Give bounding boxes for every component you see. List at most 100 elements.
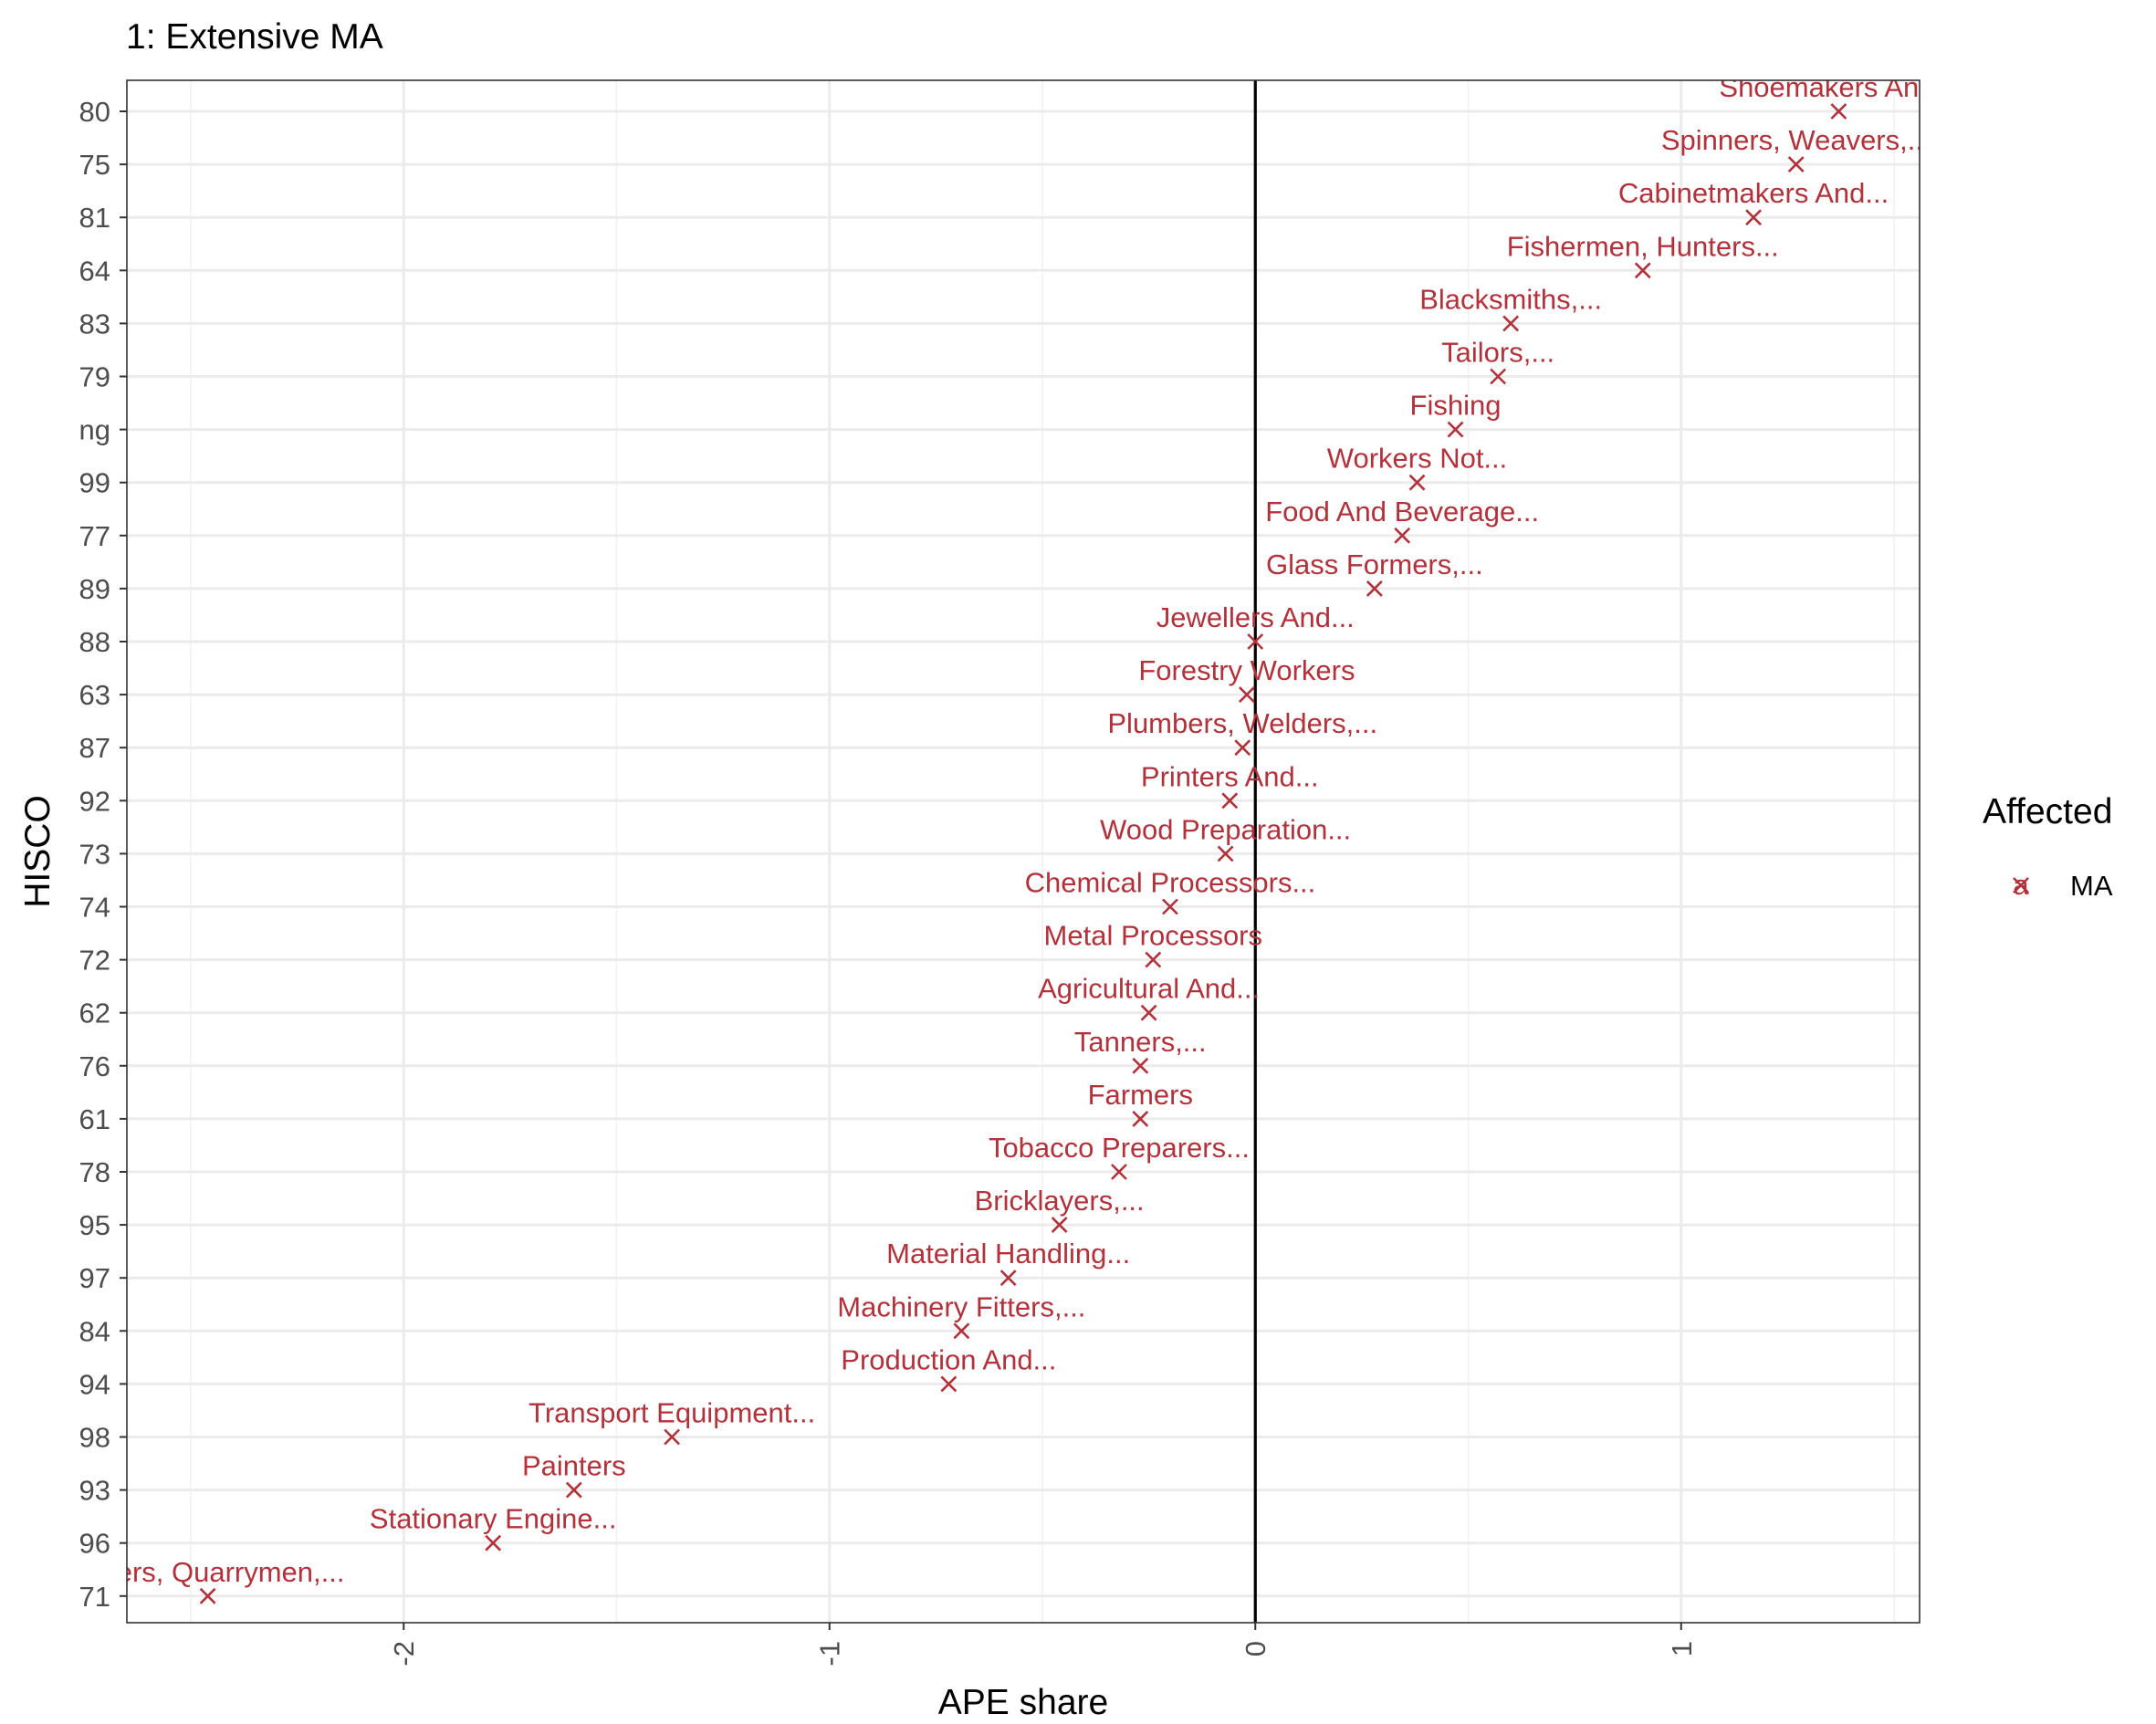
point-label: Stationary Engine... — [370, 1503, 617, 1535]
data-point — [1447, 421, 1464, 438]
x-tick-label: -1 — [814, 1641, 846, 1667]
data-point — [940, 1375, 958, 1393]
point-label: Printers And... — [1141, 760, 1319, 792]
y-tick-label: 74 — [79, 892, 110, 924]
point-label: Food And Beverage... — [1265, 496, 1539, 528]
point-label: Tanners,... — [1074, 1026, 1207, 1058]
data-point — [1132, 1110, 1149, 1127]
point-label: Tobacco Preparers... — [989, 1132, 1250, 1164]
y-tick-label: 94 — [79, 1368, 110, 1400]
y-tick-label: ng — [79, 414, 110, 446]
y-tick-label: 95 — [79, 1209, 110, 1241]
data-point — [1140, 1004, 1157, 1021]
data-point — [1634, 262, 1651, 279]
y-tick-label: 62 — [79, 998, 110, 1029]
y-tick-label: 75 — [79, 149, 110, 181]
legend-title: Affected — [1983, 792, 2112, 831]
chart-title: 1: Extensive MA — [126, 17, 383, 57]
panel-border — [126, 79, 1921, 1624]
y-tick-label: 64 — [79, 255, 110, 287]
data-point — [1234, 739, 1251, 757]
data-point — [1238, 686, 1255, 704]
point-label: Miners, Quarrymen,... — [71, 1556, 345, 1588]
point-label: Glass Formers,... — [1266, 549, 1483, 580]
point-label: Farmers — [1088, 1079, 1193, 1111]
point-label: Cabinetmakers And... — [1618, 177, 1889, 209]
point-label: Material Handling... — [886, 1238, 1130, 1269]
point-label: Fishermen, Hunters... — [1507, 230, 1779, 262]
data-point — [1051, 1217, 1068, 1234]
y-tick-label: 73 — [79, 838, 110, 870]
data-point — [199, 1587, 216, 1604]
data-point — [1745, 209, 1762, 226]
point-label: Fishing — [1410, 390, 1502, 422]
data-point — [485, 1534, 502, 1552]
data-point — [1408, 474, 1426, 491]
data-point — [1000, 1269, 1017, 1287]
legend-label-ma: MA — [2070, 870, 2113, 902]
legend-marker — [2013, 877, 2029, 893]
y-tick-label: 96 — [79, 1528, 110, 1560]
data-point — [1490, 368, 1507, 385]
y-tick-label: 83 — [79, 308, 110, 340]
y-tick-label: 78 — [79, 1156, 110, 1188]
y-tick-label: 87 — [79, 732, 110, 764]
point-label: Transport Equipment... — [529, 1397, 815, 1429]
point-label: Production And... — [841, 1343, 1056, 1375]
y-tick-label: 88 — [79, 626, 110, 658]
x-axis-ticks: -2 -1 0 1 — [388, 1623, 1698, 1667]
point-label: Spinners, Weavers,... — [1661, 124, 1931, 156]
grid — [127, 80, 1920, 1623]
y-tick-label: 89 — [79, 573, 110, 605]
y-tick-label: 84 — [79, 1315, 110, 1347]
x-axis-title: APE share — [938, 1683, 1108, 1722]
x-tick-label: 1 — [1666, 1641, 1698, 1656]
data-point — [1221, 792, 1239, 810]
x-tick-label: 0 — [1240, 1641, 1272, 1656]
data-point — [1132, 1057, 1149, 1074]
data-point — [664, 1428, 681, 1446]
legend: Affected a MA — [1983, 792, 2113, 902]
legend-text-glyph: a — [2013, 869, 2029, 901]
y-tick-label: 93 — [79, 1475, 110, 1507]
y-tick-label: 72 — [79, 945, 110, 977]
point-label: Workers Not... — [1327, 443, 1508, 475]
data-point — [1111, 1164, 1127, 1180]
point-label: Chemical Processors... — [1025, 867, 1316, 899]
y-tick-label: 77 — [79, 520, 110, 552]
y-tick-label: 63 — [79, 679, 110, 711]
point-label: Machinery Fitters,... — [837, 1290, 1085, 1322]
y-tick-label: 79 — [79, 361, 110, 393]
data-points — [199, 103, 1847, 1604]
point-label: Forestry Workers — [1138, 654, 1355, 686]
y-tick-label: 71 — [79, 1581, 110, 1613]
data-point — [1394, 527, 1411, 544]
y-tick-label: 99 — [79, 467, 110, 499]
y-axis-title: HISCO — [18, 795, 58, 908]
y-tick-label: 76 — [79, 1050, 110, 1082]
x-tick-label: -2 — [388, 1641, 420, 1667]
point-label: Metal Processors — [1044, 920, 1262, 952]
point-labels: Shoemakers And... Spinners, Weavers,... Ca… — [71, 71, 1958, 1588]
point-label: Shoemakers And... — [1719, 71, 1958, 103]
y-axis-ticks: 80 75 81 64 83 79 ng 99 77 89 88 63 87 92 73 74 72 62 76 61… — [79, 96, 127, 1613]
data-point — [1145, 951, 1162, 968]
y-tick-label: 61 — [79, 1103, 110, 1135]
data-point — [565, 1481, 582, 1499]
point-label: Agricultural And... — [1038, 973, 1260, 1005]
point-label: Jewellers And... — [1156, 601, 1355, 633]
data-point — [1247, 633, 1264, 650]
point-label: Painters — [522, 1450, 626, 1482]
point-label: Bricklayers,... — [975, 1185, 1145, 1217]
data-point — [1830, 103, 1847, 120]
data-point — [1217, 845, 1234, 862]
legend-key-ma: a — [2013, 869, 2029, 901]
y-tick-label: 92 — [79, 785, 110, 817]
y-tick-label: 80 — [79, 96, 110, 128]
data-point — [1366, 580, 1383, 597]
data-point — [1162, 898, 1178, 915]
point-label: Blacksmiths,... — [1419, 283, 1602, 315]
y-tick-label: 97 — [79, 1262, 110, 1294]
point-label: Tailors,... — [1441, 337, 1554, 369]
